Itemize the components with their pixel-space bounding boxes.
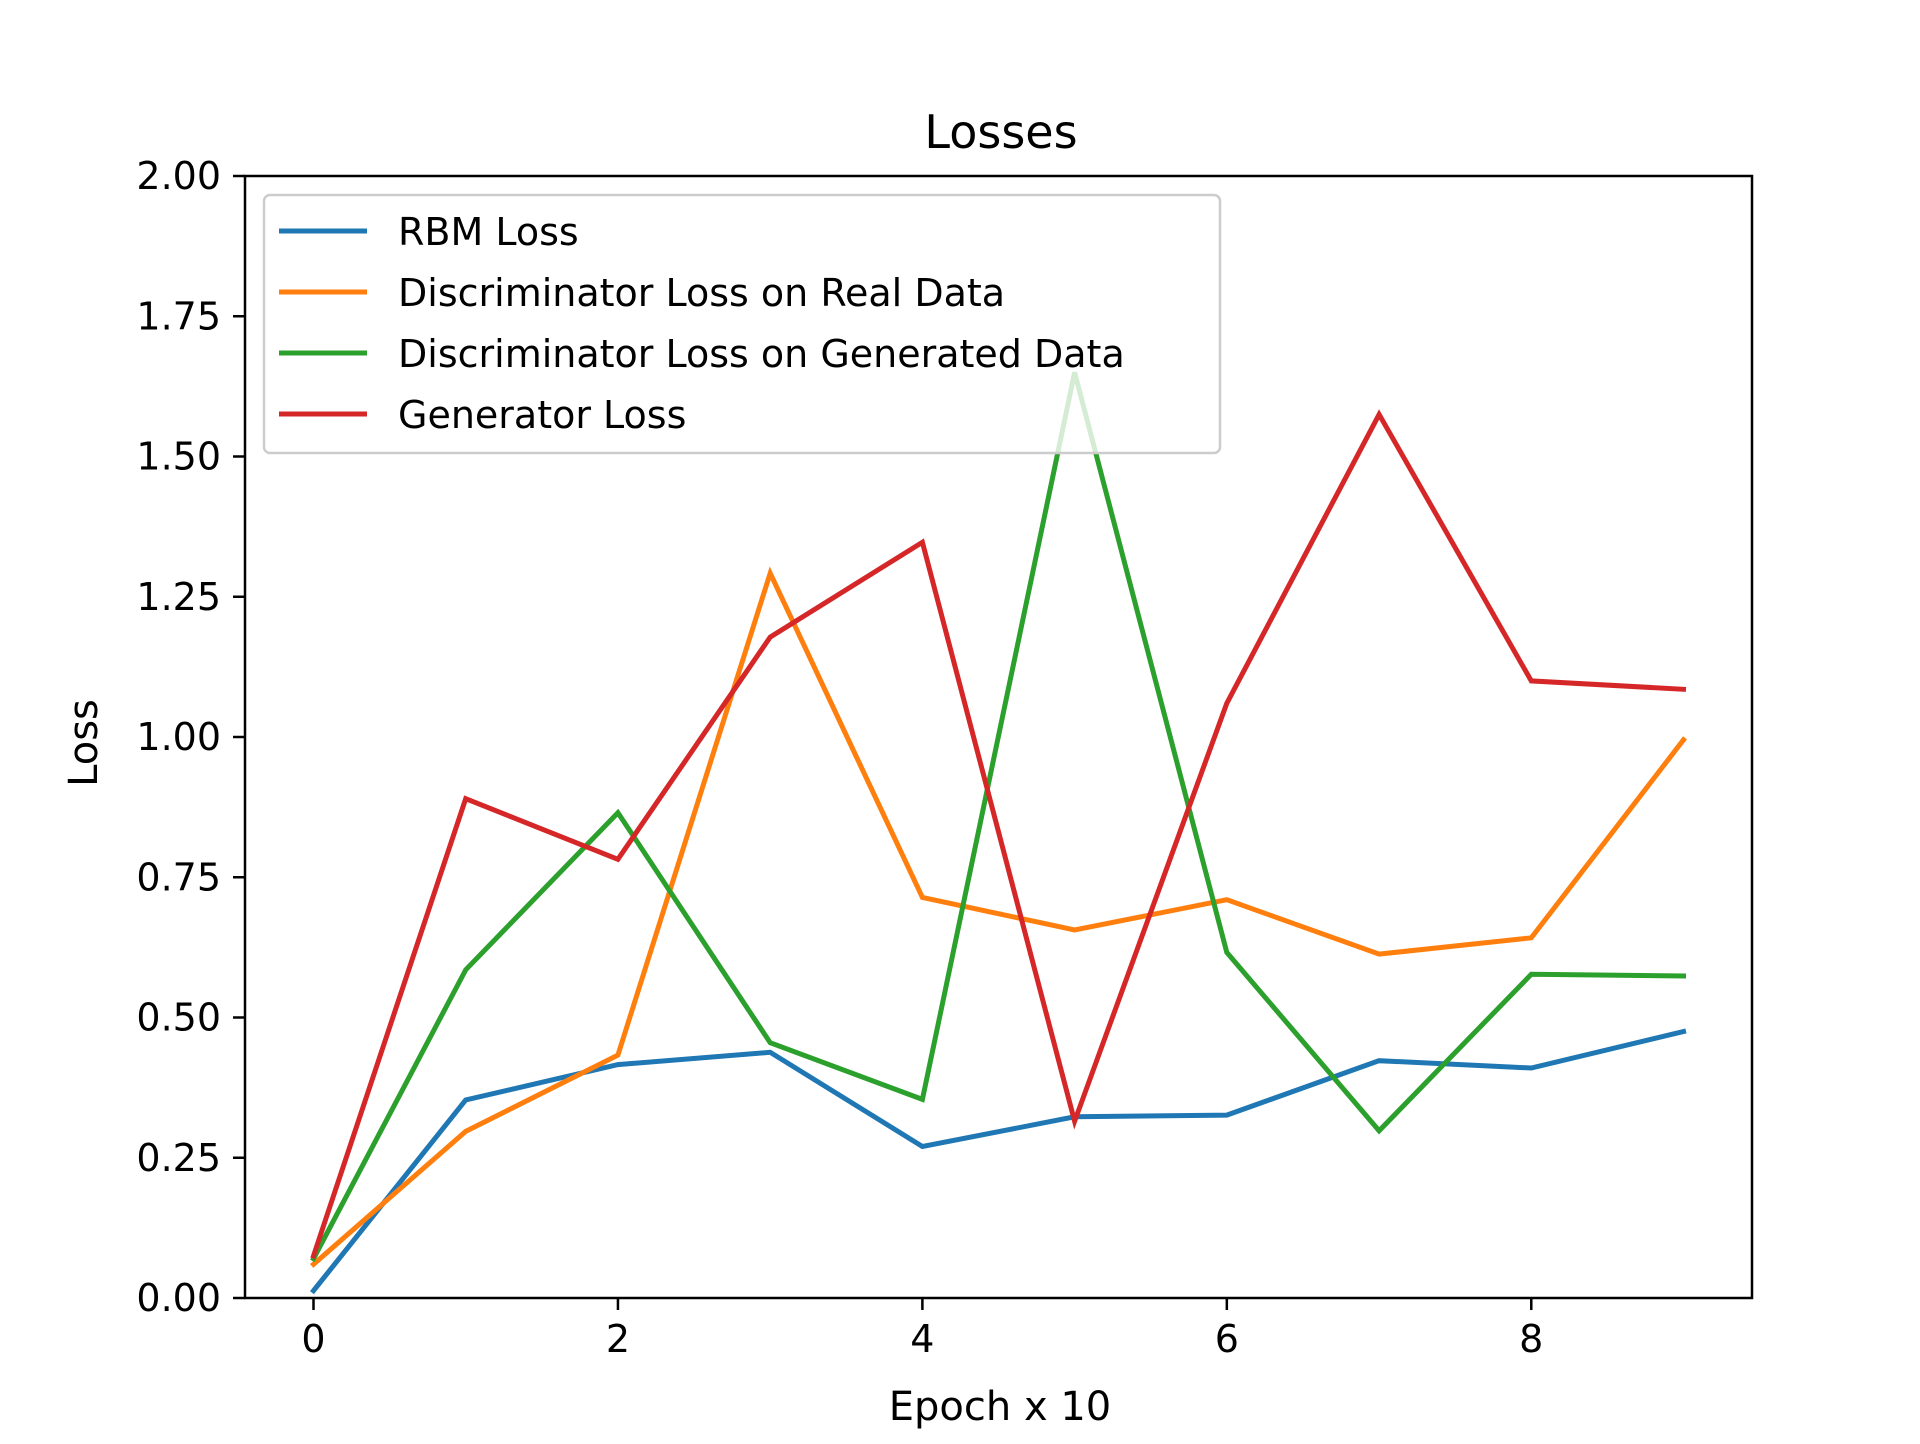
y-tick-label: 2.00 [136, 154, 221, 198]
chart-title: Losses [924, 105, 1077, 159]
x-tick-label: 2 [606, 1317, 630, 1361]
series-line-1 [309, 566, 1688, 1268]
y-tick-label: 0.75 [136, 855, 221, 899]
y-axis-label: Loss [61, 699, 107, 787]
legend-entry-1: Discriminator Loss on Real Data [398, 271, 1005, 315]
x-tick-label: 8 [1519, 1317, 1543, 1361]
series-line-3 [310, 409, 1687, 1260]
y-tick-label: 0.50 [136, 996, 221, 1040]
y-tick-label: 0.25 [136, 1136, 221, 1180]
axes: 0 2 4 6 8 0.00 0.25 0.50 0.75 1.00 1.25 1.50 1.75 2.0… [136, 154, 1754, 1361]
legend-box [262, 193, 1222, 455]
x-axis-label: Epoch x 10 [889, 1384, 1111, 1430]
legend-entry-3: Generator Loss [398, 393, 686, 437]
legend-entry-2: Discriminator Loss on Generated Data [398, 332, 1125, 376]
legend-entry-0: RBM Loss [398, 210, 579, 254]
legend: RBM Loss Discriminator Loss on Real Data D… [262, 193, 1222, 455]
y-tick-label: 0.00 [136, 1276, 221, 1320]
series-line-0 [309, 1028, 1687, 1295]
series-line-2 [310, 371, 1687, 1263]
y-tick-label: 1.00 [136, 715, 221, 759]
x-tick-label: 0 [301, 1317, 325, 1361]
x-tick-label: 4 [910, 1317, 934, 1361]
y-tick-label: 1.75 [136, 294, 221, 338]
x-tick-label: 6 [1215, 1317, 1239, 1361]
y-tick-label: 1.25 [136, 575, 221, 619]
plot-area [309, 371, 1688, 1295]
y-tick-label: 1.50 [136, 435, 221, 479]
